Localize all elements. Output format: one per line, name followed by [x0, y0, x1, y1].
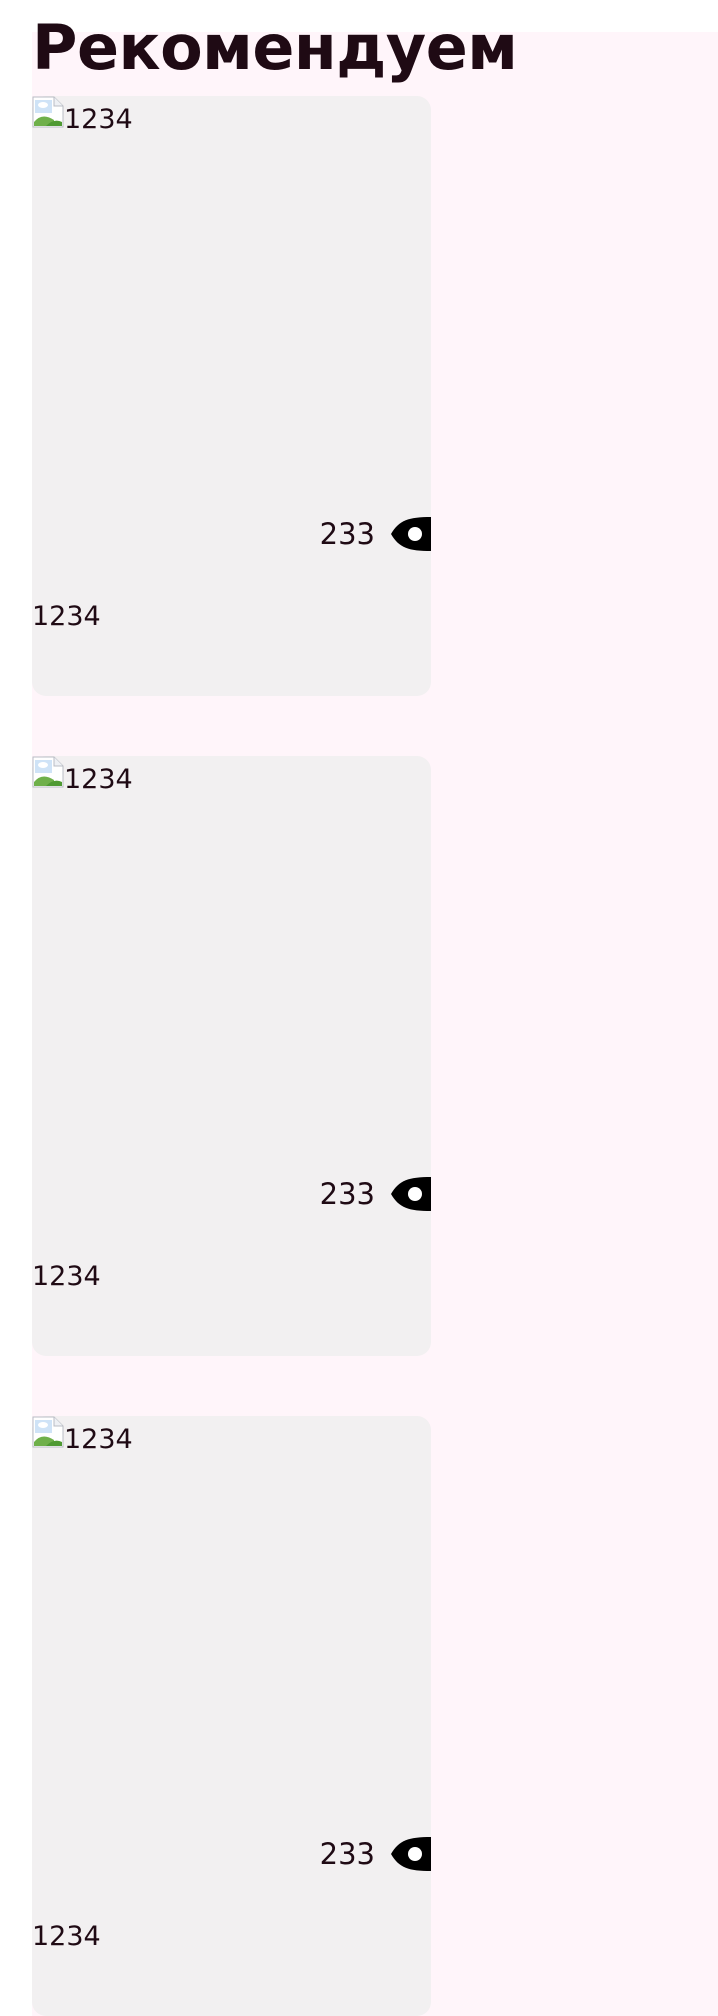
- recommend-card[interactable]: 1234 233 1234: [32, 756, 431, 1356]
- broken-image-icon: [32, 96, 64, 128]
- card-image[interactable]: 1234: [32, 756, 133, 796]
- recommend-card[interactable]: 1234 233 1234: [32, 1416, 431, 2016]
- card-title[interactable]: 1234: [32, 1261, 101, 1292]
- card-image-alt: 1234: [64, 104, 133, 135]
- views-counter: 233: [320, 516, 431, 552]
- card-title[interactable]: 1234: [32, 601, 101, 632]
- eye-icon: [391, 1837, 431, 1871]
- views-counter: 233: [320, 1176, 431, 1212]
- views-counter: 233: [320, 1836, 431, 1872]
- section-title: Рекомендуем: [32, 11, 518, 84]
- eye-icon: [391, 1177, 431, 1211]
- recommend-card[interactable]: 1234 233 1234: [32, 96, 431, 696]
- card-image-alt: 1234: [64, 1424, 133, 1455]
- views-count: 233: [319, 517, 375, 551]
- card-image[interactable]: 1234: [32, 96, 133, 136]
- card-image-alt: 1234: [64, 764, 133, 795]
- card-title[interactable]: 1234: [32, 1921, 101, 1952]
- broken-image-icon: [32, 1416, 64, 1448]
- views-count: 233: [319, 1837, 375, 1871]
- views-count: 233: [319, 1177, 375, 1211]
- card-image[interactable]: 1234: [32, 1416, 133, 1456]
- eye-icon: [391, 517, 431, 551]
- broken-image-icon: [32, 756, 64, 788]
